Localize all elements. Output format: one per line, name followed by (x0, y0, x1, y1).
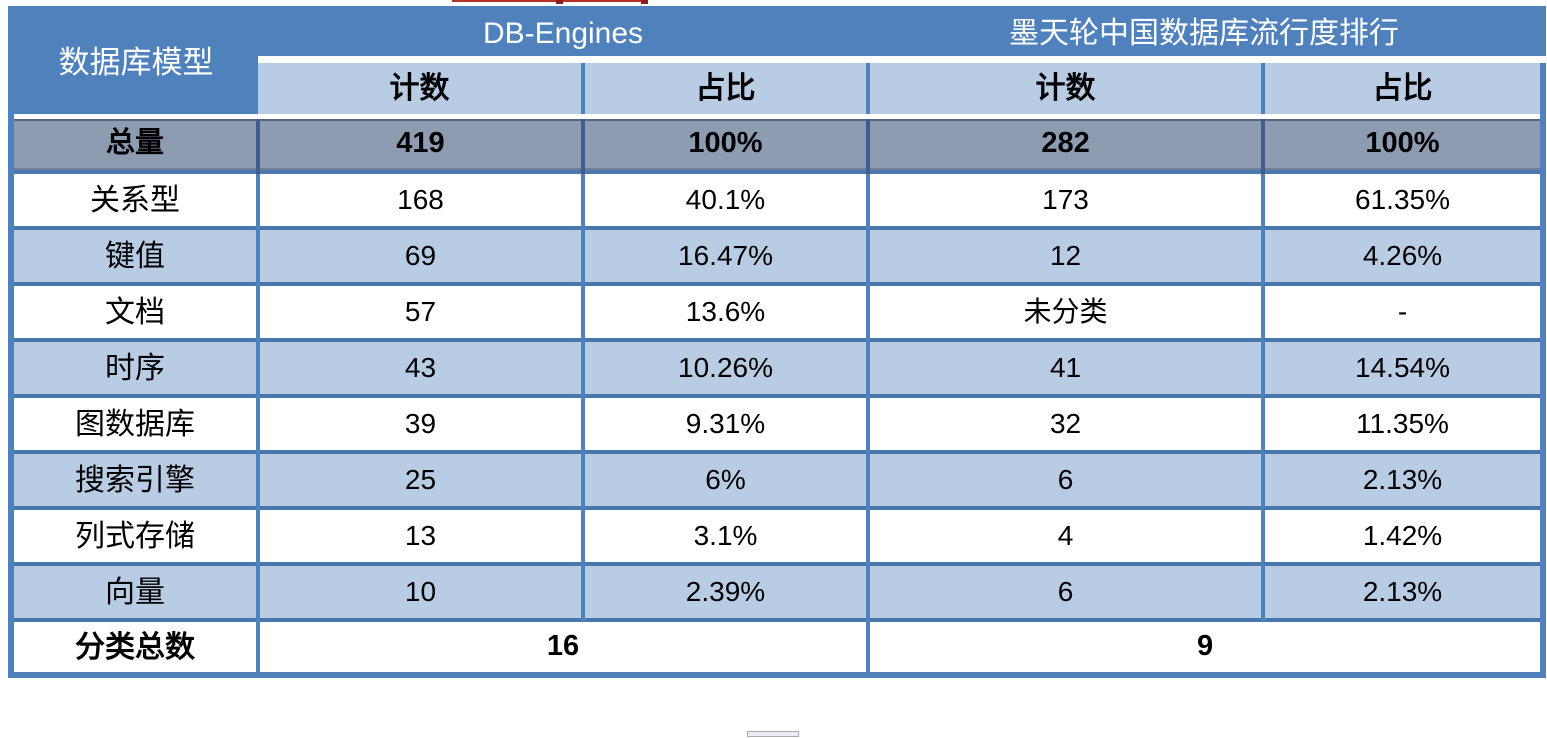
corner-header-cell: 数据库模型 (11, 9, 258, 116)
cell-value: 11.35% (1261, 394, 1544, 452)
row-label: 时序 (11, 338, 258, 396)
group-header-row: 数据库模型 DB-Engines 墨天轮中国数据库流行度排行 (11, 9, 1544, 116)
total-row: 总量 419 100% 282 100% (11, 113, 1544, 172)
cell-value: 41 (866, 338, 1264, 396)
cell-value: 2.13% (1261, 450, 1544, 508)
row-label: 分类总数 (11, 618, 258, 675)
row-label: 键值 (11, 226, 258, 284)
cell-value: 40.1% (580, 170, 869, 228)
column-header-count: 计数 (866, 55, 1264, 116)
column-header-count: 计数 (258, 55, 583, 116)
cell-value: 1.42% (1261, 506, 1544, 564)
cell-value: 25 (256, 450, 583, 508)
row-label: 总量 (11, 113, 258, 172)
cell-value: 10.26% (580, 338, 869, 396)
cell-value: 2.13% (1261, 562, 1544, 620)
footer-row: 分类总数 16 9 (11, 618, 1544, 675)
cell-value: 69 (256, 226, 583, 284)
table-row: 图数据库 39 9.31% 32 11.35% (11, 394, 1544, 452)
cell-value: 3.1% (580, 506, 869, 564)
cell-value: 4 (866, 506, 1264, 564)
table-row: 键值 69 16.47% 12 4.26% (11, 226, 1544, 284)
column-header-percentage: 占比 (1261, 55, 1544, 116)
group-header-db-engines: DB-Engines (258, 9, 869, 59)
cell-value: - (1261, 282, 1544, 340)
row-label: 向量 (11, 562, 258, 620)
cell-value: 13.6% (580, 282, 869, 340)
cell-value: 12 (866, 226, 1264, 284)
table-row: 列式存储 13 3.1% 4 1.42% (11, 506, 1544, 564)
cell-value: 168 (256, 170, 583, 228)
artifact-tick (556, 0, 563, 4)
row-label: 文档 (11, 282, 258, 340)
cell-value: 282 (866, 113, 1264, 172)
table-row: 向量 10 2.39% 6 2.13% (11, 562, 1544, 620)
table-row: 关系型 168 40.1% 173 61.35% (11, 170, 1544, 228)
clipped-text-artifact (452, 0, 648, 4)
artifact-tick (641, 0, 648, 4)
cell-value: 未分类 (866, 282, 1264, 340)
cell-value: 57 (256, 282, 583, 340)
cell-value: 419 (256, 113, 583, 172)
cell-value: 6 (866, 450, 1264, 508)
row-label: 列式存储 (11, 506, 258, 564)
cell-value: 13 (256, 506, 583, 564)
cell-value: 6 (866, 562, 1264, 620)
row-label: 关系型 (11, 170, 258, 228)
cell-value: 39 (256, 394, 583, 452)
scrollbar-fragment-artifact (747, 731, 799, 737)
cell-value: 16.47% (580, 226, 869, 284)
database-model-comparison-table: 数据库模型 DB-Engines 墨天轮中国数据库流行度排行 计数 占比 计数 … (8, 6, 1547, 678)
cell-value: 32 (866, 394, 1264, 452)
table-row: 时序 43 10.26% 41 14.54% (11, 338, 1544, 396)
column-header-percentage: 占比 (580, 55, 869, 116)
row-label: 搜索引擎 (11, 450, 258, 508)
table-row: 搜索引擎 25 6% 6 2.13% (11, 450, 1544, 508)
group-header-modb-ranking: 墨天轮中国数据库流行度排行 (868, 9, 1544, 59)
row-label: 图数据库 (11, 394, 258, 452)
cell-value: 100% (1261, 113, 1544, 172)
cell-value: 10 (256, 562, 583, 620)
cell-value: 173 (866, 170, 1264, 228)
subheader-row: 计数 占比 计数 占比 (11, 55, 1544, 116)
cell-value: 9.31% (580, 394, 869, 452)
cell-value: 43 (256, 338, 583, 396)
table-row: 文档 57 13.6% 未分类 - (11, 282, 1544, 340)
cell-value: 61.35% (1261, 170, 1544, 228)
cell-value: 6% (580, 450, 869, 508)
cell-value: 14.54% (1261, 338, 1544, 396)
cell-value: 2.39% (580, 562, 869, 620)
category-count-db-engines: 16 (255, 618, 869, 675)
cell-value: 100% (580, 113, 869, 172)
category-count-modb: 9 (866, 618, 1544, 675)
cell-value: 4.26% (1261, 226, 1544, 284)
